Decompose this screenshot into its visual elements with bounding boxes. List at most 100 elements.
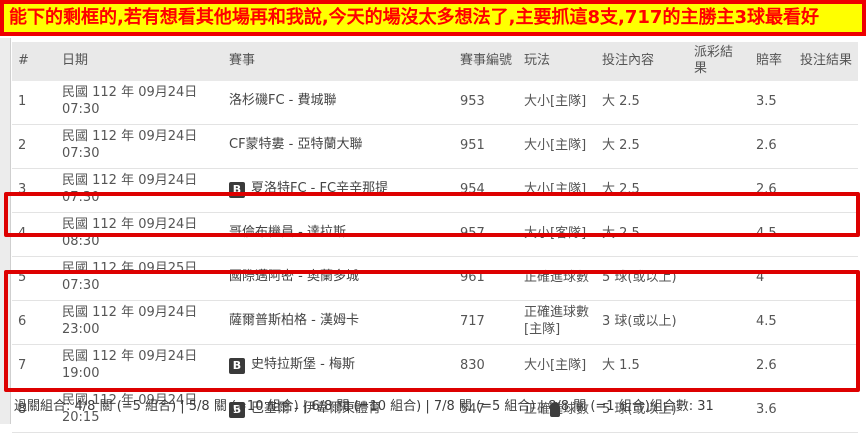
table-row: 5 民國 112 年 09月25日 07:30 國際邁阿密 - 奧蘭多城 961 …	[12, 256, 858, 301]
row-event-no: 951	[454, 124, 518, 169]
match-name: 薩爾普斯柏格 - 漢姆卡	[229, 313, 359, 329]
row-match: B 夏洛特FC - FC辛辛那提	[223, 168, 454, 213]
row-match: 哥倫布機員 - 達拉斯	[223, 212, 454, 257]
notice-banner-text: 能下的剩框的,若有想看其他場再和我說,今天的場沒太多想法了,主要抓這8支,717…	[9, 7, 819, 28]
row-event-no: 961	[454, 256, 518, 301]
row-match: 洛杉磯FC - 費城聯	[223, 80, 454, 125]
col-header-payout-result: 派彩結果	[688, 42, 750, 81]
row-odds: 3.5	[750, 80, 794, 125]
row-odds: 4.5	[750, 300, 794, 345]
col-header-play: 玩法	[518, 42, 596, 81]
date-text: 民國 112 年 09月25日	[62, 261, 198, 277]
table-row: 3 民國 112 年 09月24日 07:30 B 夏洛特FC - FC辛辛那提 9…	[12, 168, 858, 213]
match-name: 史特拉斯堡 - 梅斯	[251, 357, 355, 373]
row-payout-result	[688, 344, 750, 389]
notice-banner: 能下的剩框的,若有想看其他場再和我說,今天的場沒太多想法了,主要抓這8支,717…	[0, 0, 866, 36]
date-text: 民國 112 年 09月24日	[62, 217, 198, 233]
col-header-odds: 賠率	[750, 42, 794, 81]
row-bet-content: 大 2.5	[596, 80, 688, 125]
match-name: 巴塞爾 - 伊韋爾東體育	[251, 401, 381, 417]
col-header-index: #	[12, 42, 56, 81]
col-header-match: 賽事	[223, 42, 454, 81]
row-bet-result	[794, 124, 858, 169]
row-index: 6	[12, 300, 56, 345]
col-header-bet-result: 投注結果	[794, 42, 858, 81]
page-edge-strip	[0, 38, 11, 424]
row-event-no: 717	[454, 300, 518, 345]
date-text: 民國 112 年 09月24日	[62, 129, 198, 145]
row-date: 民國 112 年 09月25日 07:30	[56, 256, 223, 301]
row-date: 民國 112 年 09月24日 07:30	[56, 124, 223, 169]
row-payout-result	[688, 300, 750, 345]
row-play: 正確進球數	[518, 256, 596, 301]
row-payout-result	[688, 256, 750, 301]
table-row: 1 民國 112 年 09月24日 07:30 洛杉磯FC - 費城聯 953 大…	[12, 80, 858, 125]
row-bet-content: 3 球(或以上)	[596, 300, 688, 345]
row-payout-result	[688, 80, 750, 125]
row-bet-content: 大 2.5	[596, 212, 688, 257]
row-date: 民國 112 年 09月24日 19:00	[56, 344, 223, 389]
row-bet-result	[794, 80, 858, 125]
row-date: 民國 112 年 09月24日 07:30	[56, 80, 223, 125]
match-name: 哥倫布機員 - 達拉斯	[229, 225, 346, 241]
banker-badge-icon: B	[229, 401, 245, 418]
table-row: 2 民國 112 年 09月24日 07:30 CF蒙特婁 - 亞特蘭大聯 951…	[12, 124, 858, 169]
row-date: 民國 112 年 09月24日 08:30	[56, 212, 223, 257]
row-bet-result	[794, 300, 858, 345]
row-bet-content: 大 2.5	[596, 124, 688, 169]
parlay-summary: 過關組合: 4/8 關 (=5 組合) | 5/8 關 (=10 組合) | 6…	[14, 395, 854, 414]
row-event-no: 953	[454, 80, 518, 125]
match-name: CF蒙特婁 - 亞特蘭大聯	[229, 137, 363, 153]
row-bet-result	[794, 212, 858, 257]
row-odds: 4	[750, 256, 794, 301]
row-odds: 4.5	[750, 212, 794, 257]
row-bet-content: 大 1.5	[596, 344, 688, 389]
match-name: 國際邁阿密 - 奧蘭多城	[229, 269, 359, 285]
date-text: 民國 112 年 09月24日	[62, 85, 198, 101]
row-match: 國際邁阿密 - 奧蘭多城	[223, 256, 454, 301]
table-row-highlighted: 4 民國 112 年 09月24日 08:30 哥倫布機員 - 達拉斯 957 大…	[12, 212, 858, 257]
time-text: 23:00	[62, 322, 100, 337]
row-odds: 2.6	[750, 168, 794, 213]
col-header-event-no: 賽事編號	[454, 42, 518, 81]
row-payout-result	[688, 212, 750, 257]
time-text: 07:30	[62, 146, 100, 161]
table-header: # 日期 賽事 賽事編號 玩法 投注內容 派彩結果 賠率 投注結果	[12, 42, 858, 81]
banker-badge-icon: B	[229, 181, 245, 198]
table-row-highlighted: 6 民國 112 年 09月24日 23:00 薩爾普斯柏格 - 漢姆卡 717 …	[12, 300, 858, 345]
row-payout-result	[688, 168, 750, 213]
match-name: 夏洛特FC - FC辛辛那提	[251, 181, 389, 197]
row-play: 大小[主隊]	[518, 80, 596, 125]
row-bet-content: 大 2.5	[596, 168, 688, 213]
row-play: 正確進球數[主隊]	[518, 300, 596, 345]
row-payout-result	[688, 124, 750, 169]
row-index: 2	[12, 124, 56, 169]
row-bet-result	[794, 256, 858, 301]
row-index: 7	[12, 344, 56, 389]
col-header-date: 日期	[56, 42, 223, 81]
time-text: 07:30	[62, 102, 100, 117]
row-bet-result	[794, 344, 858, 389]
bets-table: # 日期 賽事 賽事編號 玩法 投注內容 派彩結果 賠率 投注結果 1 民國 1…	[12, 42, 858, 433]
date-text: 民國 112 年 09月24日	[62, 349, 198, 365]
row-event-no: 957	[454, 212, 518, 257]
time-text: 08:30	[62, 234, 100, 249]
time-text: 20:15	[62, 410, 100, 425]
row-index: 5	[12, 256, 56, 301]
row-index: 4	[12, 212, 56, 257]
row-event-no: 954	[454, 168, 518, 213]
row-event-no: 830	[454, 344, 518, 389]
row-play: 大小[主隊]	[518, 168, 596, 213]
row-play: 大小[客隊]	[518, 212, 596, 257]
row-date: 民國 112 年 09月24日 07:30	[56, 168, 223, 213]
row-index: 3	[12, 168, 56, 213]
row-bet-result	[794, 168, 858, 213]
row-play: 大小[主隊]	[518, 124, 596, 169]
parlay-combos-text: 過關組合: 4/8 關 (=5 組合) | 5/8 關 (=10 組合) | 6…	[14, 399, 650, 414]
table-row-highlighted: 7 民國 112 年 09月24日 19:00 B 史特拉斯堡 - 梅斯 830 大…	[12, 344, 858, 389]
row-play: 大小[主隊]	[518, 344, 596, 389]
row-date: 民國 112 年 09月24日 23:00	[56, 300, 223, 345]
time-text: 19:00	[62, 366, 100, 381]
combo-count-text: 組合數: 31	[649, 399, 714, 414]
col-header-bet-content: 投注內容	[596, 42, 688, 81]
